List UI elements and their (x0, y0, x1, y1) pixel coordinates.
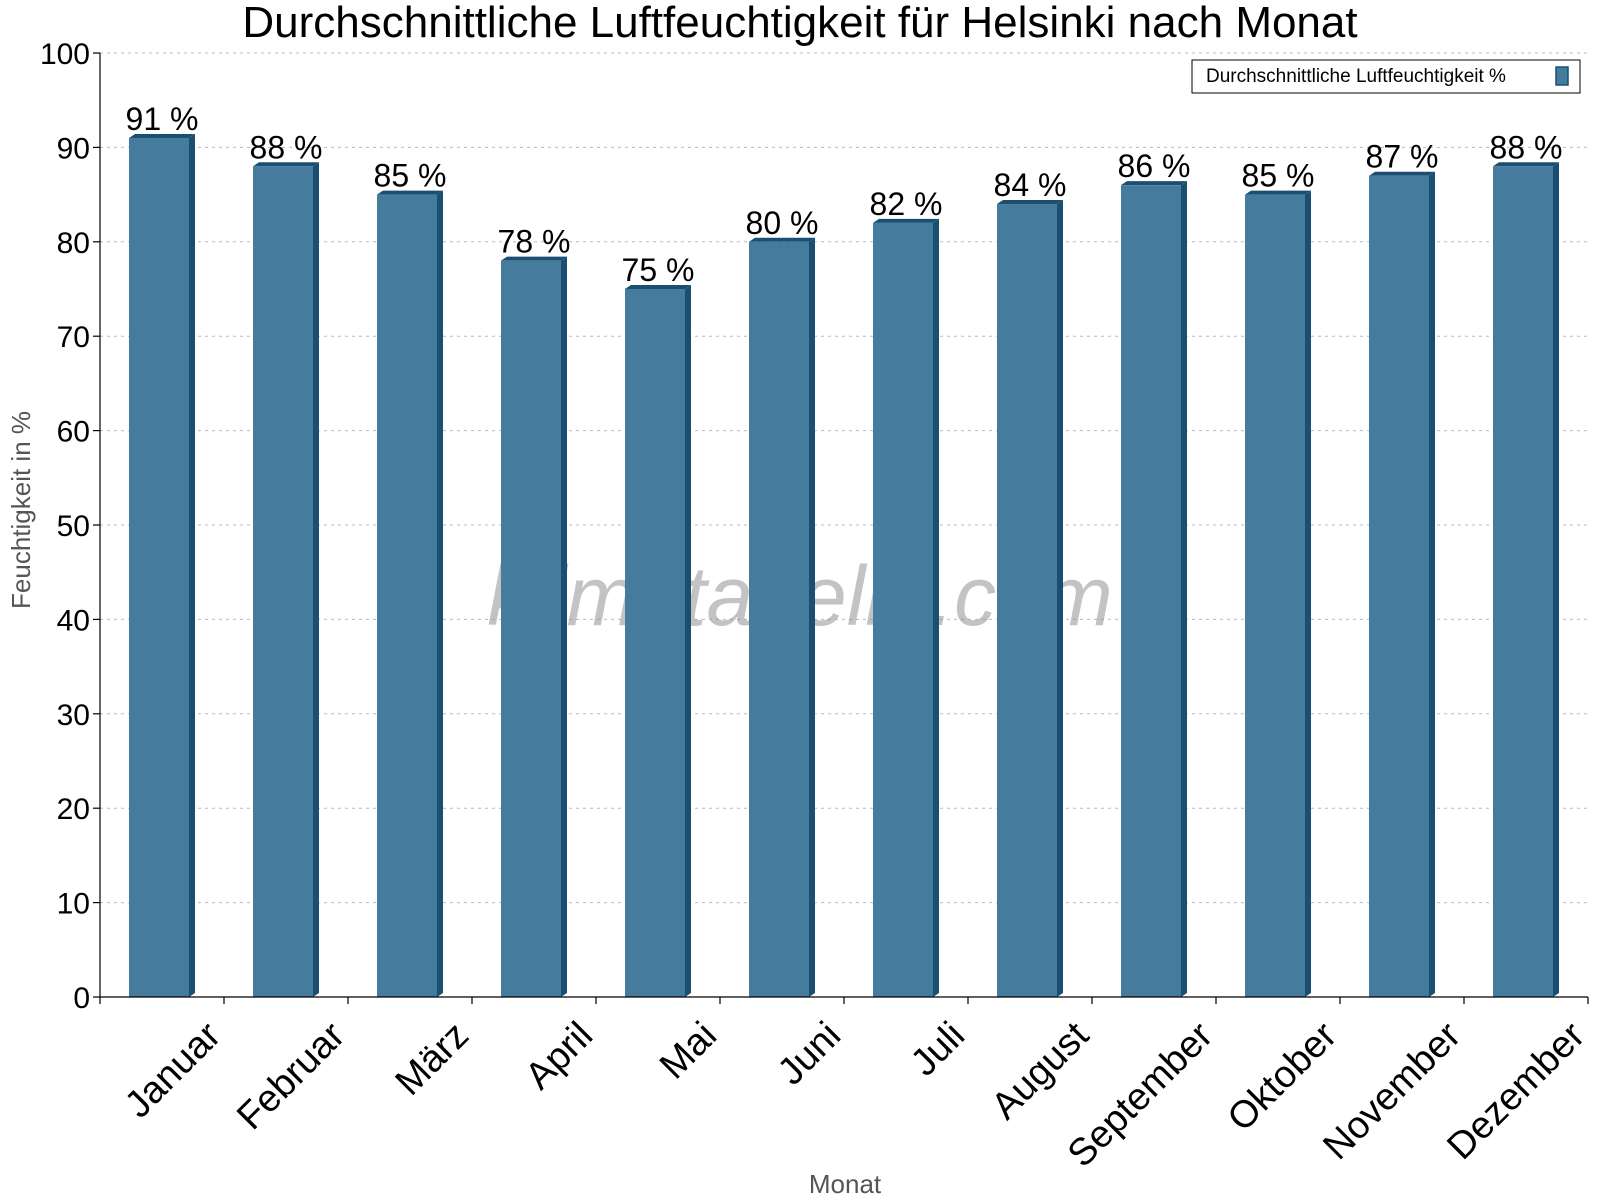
bar (1493, 162, 1559, 997)
data-label: 87 % (1366, 139, 1439, 175)
y-tick-label: 20 (57, 793, 90, 826)
bar (129, 133, 195, 997)
bar-top (501, 256, 567, 261)
bar-top (1493, 162, 1559, 167)
bar-top (1121, 181, 1187, 186)
bar-side (1057, 200, 1063, 998)
bar-side (1305, 190, 1311, 998)
y-tick-label: 80 (57, 227, 90, 260)
data-label: 82 % (870, 186, 943, 222)
x-tick-label: März (388, 1014, 477, 1103)
data-label: 86 % (1118, 148, 1191, 184)
bar-top (129, 133, 195, 138)
bar-top (377, 190, 443, 195)
bar-face (625, 289, 685, 997)
data-label: 88 % (250, 129, 323, 165)
bar-face (1369, 175, 1429, 998)
data-label: 80 % (746, 205, 819, 241)
bar (1121, 181, 1187, 997)
x-tick-label: Februar (229, 1014, 353, 1138)
x-tick-label: Oktober (1220, 1014, 1346, 1140)
bar (997, 200, 1063, 998)
x-tick-label: Mai (652, 1014, 725, 1087)
y-tick-label: 30 (57, 699, 90, 732)
bar-top (873, 218, 939, 223)
bar-face (377, 194, 437, 998)
bar (377, 190, 443, 998)
x-axis-title: Monat (809, 1169, 882, 1199)
y-tick-label: 100 (40, 38, 90, 71)
bar-face (997, 204, 1057, 998)
grid-layer (100, 52, 1588, 904)
bar-side (1181, 181, 1187, 997)
bar-top (997, 200, 1063, 205)
bar (873, 218, 939, 998)
x-tick-label: April (518, 1014, 601, 1097)
bar (501, 256, 567, 997)
bar-face (1245, 194, 1305, 998)
bar-face (1493, 166, 1553, 997)
bar-side (1553, 162, 1559, 997)
bar-top (1245, 190, 1311, 195)
bar-side (933, 218, 939, 998)
bars-layer (129, 133, 1559, 998)
legend-box (1191, 59, 1581, 94)
x-tick-label: Juni (770, 1014, 849, 1093)
bar-side (685, 285, 691, 997)
bar (253, 162, 319, 997)
x-tick-label: Januar (117, 1014, 229, 1126)
data-label: 91 % (126, 101, 199, 137)
data-label: 84 % (994, 167, 1067, 203)
legend-swatch (1555, 66, 1569, 86)
bar-side (313, 162, 319, 997)
bar-side (809, 237, 815, 998)
chart-title: Durchschnittliche Luftfeuchtigkeit für H… (242, 0, 1357, 47)
y-tick-label: 90 (57, 132, 90, 165)
y-tick-label: 10 (57, 888, 90, 921)
y-tick-label: 70 (57, 321, 90, 354)
y-tick-label: 40 (57, 604, 90, 637)
legend: Durchschnittliche Luftfeuchtigkeit % (1191, 59, 1581, 94)
bar-top (749, 237, 815, 242)
y-axis-title: Feuchtigkeit in % (6, 411, 36, 609)
bar-side (561, 256, 567, 997)
y-tick-label: 60 (57, 416, 90, 449)
bar-face (253, 166, 313, 997)
bar (1245, 190, 1311, 998)
bar-top (253, 162, 319, 167)
bar (1369, 171, 1435, 998)
data-label: 88 % (1490, 129, 1563, 165)
bar-face (501, 260, 561, 997)
bar-side (437, 190, 443, 998)
data-label: 75 % (622, 252, 695, 288)
x-tick-label: Juli (903, 1014, 973, 1084)
bar-top (625, 285, 691, 289)
bar (749, 237, 815, 998)
bar-face (873, 222, 933, 998)
x-tick-label: August (984, 1014, 1098, 1128)
bar-face (749, 241, 809, 998)
bar-side (1429, 171, 1435, 998)
x-tick-label: Dezember (1439, 1014, 1593, 1168)
bar-top (1369, 171, 1435, 176)
legend-label: Durchschnittliche Luftfeuchtigkeit % (1206, 66, 1506, 87)
y-tick-label: 50 (57, 510, 90, 543)
axes-layer: 0 10 20 30 40 50 60 70 80 90 100 (40, 38, 1589, 1015)
data-label: 85 % (374, 158, 447, 194)
y-tick-label: 0 (73, 982, 90, 1015)
bar-face (1121, 185, 1181, 997)
bar-face (129, 137, 189, 997)
bar-side (189, 133, 195, 997)
data-label: 78 % (498, 224, 571, 260)
bar (625, 285, 691, 997)
data-label: 85 % (1242, 158, 1315, 194)
